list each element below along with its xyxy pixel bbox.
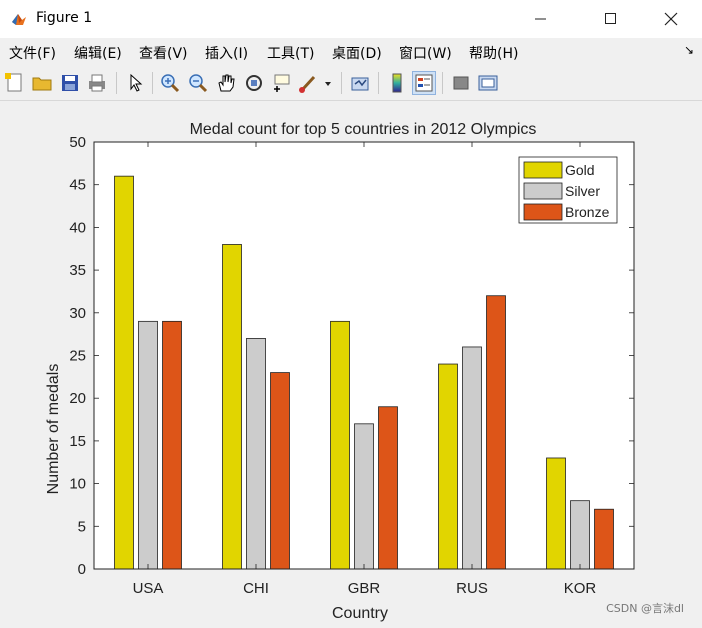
y-tick-label: 10 [69, 476, 86, 493]
bar-gold-gbr [330, 320, 350, 570]
zoom-in-icon[interactable] [159, 72, 181, 94]
x-tick-label: GBR [348, 580, 381, 597]
menu-file[interactable]: 文件(F) [9, 46, 56, 62]
legend-label-silver: Silver [565, 183, 600, 199]
toolbar-separator [152, 72, 153, 94]
bar-gold-chi [222, 244, 242, 570]
figure-canvas: Medal count for top 5 countries in 2012 … [2, 102, 698, 626]
bar-silver-kor [570, 500, 590, 570]
bar-bronze-rus [486, 295, 506, 570]
chart-title: Medal count for top 5 countries in 2012 … [190, 121, 537, 138]
bar-silver-usa [138, 320, 158, 570]
legend-swatch-gold [523, 161, 563, 179]
menu-insert[interactable]: 插入(I) [205, 46, 249, 62]
legend-icon[interactable] [412, 71, 436, 95]
bar-bronze-gbr [378, 406, 398, 570]
maximize-icon [605, 13, 616, 24]
x-axis-label: Country [332, 605, 388, 622]
x-tick-label: RUS [456, 580, 488, 597]
y-tick-label: 5 [78, 518, 86, 535]
toolbar-separator [341, 72, 342, 94]
y-tick-label: 50 [69, 134, 86, 151]
bar-silver-rus [462, 346, 482, 570]
bar-gold-kor [546, 457, 566, 570]
menu-desktop[interactable]: 桌面(D) [332, 46, 382, 62]
x-tick-label: CHI [243, 580, 269, 597]
bar-chart[interactable]: Medal count for top 5 countries in 2012 … [2, 102, 698, 626]
axes-frame [93, 141, 635, 570]
new-figure-icon[interactable] [4, 72, 26, 94]
bar-bronze-usa [162, 320, 182, 570]
hide-plot-tools-icon[interactable] [450, 72, 472, 94]
y-tick-label: 0 [78, 561, 86, 578]
link-plot-icon[interactable] [349, 72, 371, 94]
minimize-icon [535, 18, 546, 20]
menu-window[interactable]: 窗口(W) [399, 46, 452, 62]
axes: USA CHI GBR RUS KOR 0 5 10 15 20 25 30 35 40 45 50 Gold S… [69, 134, 635, 597]
menu-tools[interactable]: 工具(T) [267, 46, 315, 62]
legend-swatch-silver [523, 182, 563, 200]
y-tick-label: 20 [69, 390, 86, 407]
y-tick-label: 25 [69, 348, 86, 365]
figure-toolbar [0, 66, 702, 101]
bar-gold-usa [114, 175, 134, 570]
title-bar: Figure 1 [0, 0, 702, 38]
menu-view[interactable]: 查看(V) [139, 46, 188, 62]
menu-help[interactable]: 帮助(H) [469, 46, 519, 62]
toolbar-separator [442, 72, 443, 94]
menu-bar: 文件(F) 编辑(E) 查看(V) 插入(I) 工具(T) 桌面(D) 窗口(W… [0, 38, 702, 66]
rotate-3d-icon[interactable] [243, 72, 265, 94]
minimize-button[interactable] [518, 0, 564, 38]
bar-bronze-kor [594, 508, 614, 570]
y-tick-label: 45 [69, 177, 86, 194]
zoom-out-icon[interactable] [187, 72, 209, 94]
bar-bronze-chi [270, 372, 290, 570]
close-button[interactable] [648, 0, 694, 38]
y-tick-label: 30 [69, 305, 86, 322]
dock-arrow-icon[interactable]: ↘ [683, 43, 694, 57]
toolbar-separator [378, 72, 379, 94]
close-icon [664, 12, 678, 26]
toolbar-separator [116, 72, 117, 94]
maximize-button[interactable] [588, 0, 634, 38]
bar-gold-rus [438, 363, 458, 570]
y-tick-label: 35 [69, 262, 86, 279]
x-tick-label: KOR [564, 580, 597, 597]
print-icon[interactable] [86, 72, 108, 94]
legend-swatch-bronze [523, 203, 563, 221]
menu-edit[interactable]: 编辑(E) [74, 46, 122, 62]
colorbar-icon[interactable] [386, 72, 408, 94]
y-tick-label: 15 [69, 433, 86, 450]
legend-label-gold: Gold [565, 162, 595, 178]
show-plot-tools-icon[interactable] [477, 72, 499, 94]
x-tick-label: USA [133, 580, 164, 597]
save-icon[interactable] [59, 72, 81, 94]
dropdown-icon[interactable] [322, 72, 334, 94]
watermark: CSDN @言沫dl [606, 602, 684, 615]
window-title: Figure 1 [36, 10, 93, 26]
y-tick-label: 40 [69, 219, 86, 236]
y-axis-label: Number of medals [45, 364, 62, 495]
pan-hand-icon[interactable] [215, 72, 237, 94]
select-cursor-icon[interactable] [124, 72, 146, 94]
legend-label-bronze: Bronze [565, 204, 610, 220]
open-file-icon[interactable] [31, 72, 53, 94]
bar-silver-gbr [354, 423, 374, 570]
bar-silver-chi [246, 338, 266, 570]
matlab-logo-icon [10, 10, 28, 28]
brush-icon[interactable] [297, 72, 319, 94]
data-cursor-icon[interactable] [271, 72, 293, 94]
